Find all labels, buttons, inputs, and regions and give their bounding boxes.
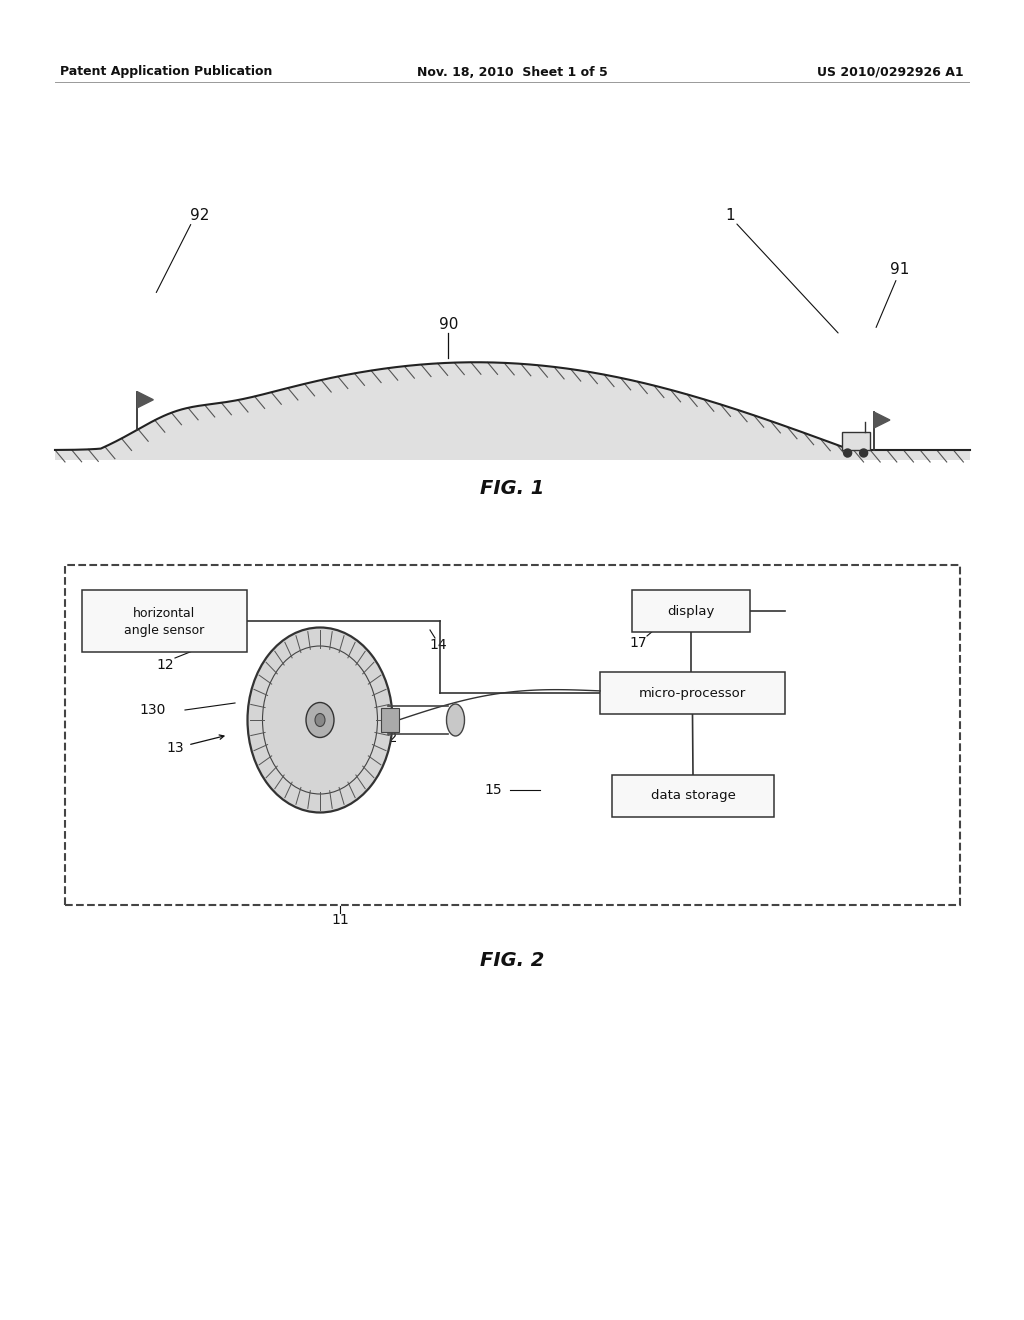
Text: 14: 14 xyxy=(429,638,446,652)
Text: Patent Application Publication: Patent Application Publication xyxy=(60,66,272,78)
Ellipse shape xyxy=(446,704,465,737)
Text: 130: 130 xyxy=(140,704,166,717)
Text: data storage: data storage xyxy=(650,789,735,803)
Text: FIG. 2: FIG. 2 xyxy=(480,950,544,969)
Bar xyxy=(65,565,961,906)
Bar xyxy=(600,672,785,714)
Text: 132: 132 xyxy=(372,731,398,744)
Text: 12: 12 xyxy=(157,657,174,672)
Ellipse shape xyxy=(306,702,334,738)
Polygon shape xyxy=(137,392,154,408)
Text: angle sensor: angle sensor xyxy=(124,624,205,636)
Ellipse shape xyxy=(248,627,392,813)
Polygon shape xyxy=(55,362,970,459)
Text: display: display xyxy=(668,605,715,618)
Text: US 2010/0292926 A1: US 2010/0292926 A1 xyxy=(817,66,964,78)
Text: 13: 13 xyxy=(166,741,184,755)
Bar xyxy=(381,708,398,733)
Text: micro-processor: micro-processor xyxy=(639,686,746,700)
Bar xyxy=(82,590,247,652)
Text: 92: 92 xyxy=(190,207,210,223)
Text: 11: 11 xyxy=(331,913,349,927)
Text: 1: 1 xyxy=(725,207,735,223)
Polygon shape xyxy=(873,412,890,428)
Ellipse shape xyxy=(262,645,378,795)
Text: horizontal: horizontal xyxy=(133,607,196,620)
Text: Nov. 18, 2010  Sheet 1 of 5: Nov. 18, 2010 Sheet 1 of 5 xyxy=(417,66,607,78)
Circle shape xyxy=(844,449,852,457)
Text: 15: 15 xyxy=(484,783,502,797)
Text: FIG. 1: FIG. 1 xyxy=(480,479,544,498)
Ellipse shape xyxy=(315,714,325,726)
Text: 17: 17 xyxy=(629,636,647,649)
Text: 90: 90 xyxy=(438,317,458,333)
Bar xyxy=(632,590,750,632)
Bar xyxy=(612,775,774,817)
Text: 131: 131 xyxy=(282,768,308,781)
Bar xyxy=(842,432,869,450)
Text: 91: 91 xyxy=(890,263,909,277)
Circle shape xyxy=(859,449,867,457)
